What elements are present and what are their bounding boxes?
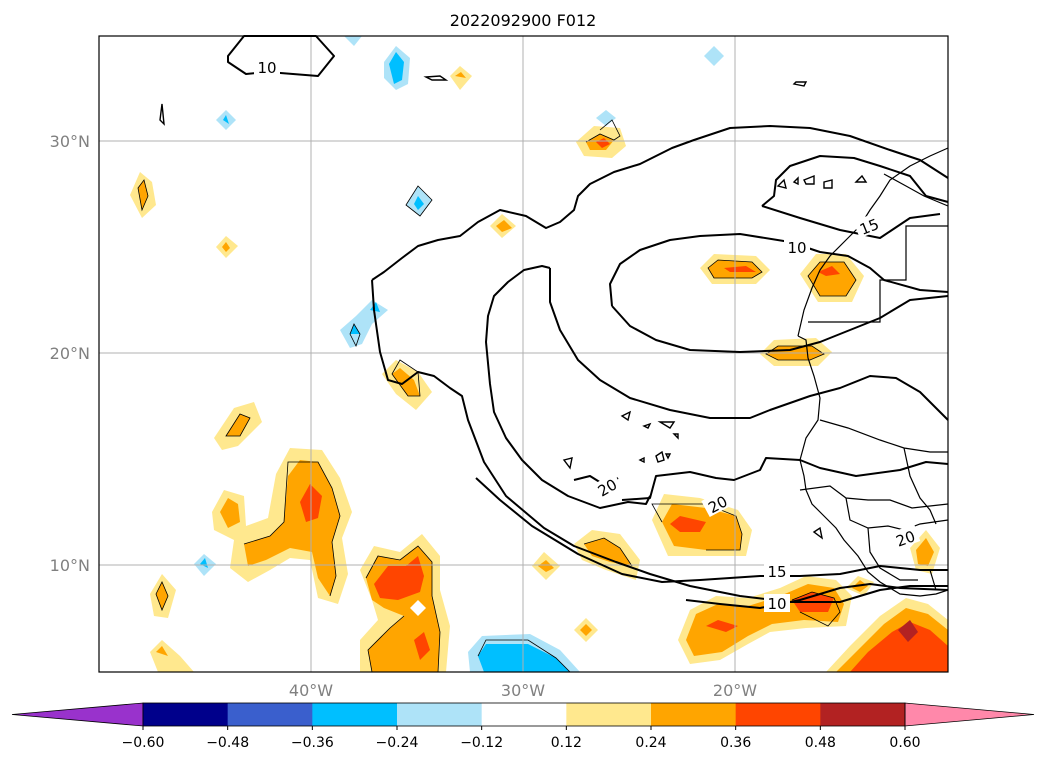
colorbar-extend-min (11, 702, 144, 727)
contour-label: 15 (857, 215, 881, 239)
colorbar-segment (143, 703, 229, 726)
lat-label: 30°N (50, 132, 90, 151)
map-panel: 10 15 20 20 20 15 10 10 (98, 35, 949, 673)
colorbar-segment (227, 703, 313, 726)
colorbar-tick-label: 0.12 (551, 735, 582, 751)
colorbar-segment (651, 703, 737, 726)
colorbar-tick-label: −0.36 (291, 735, 334, 751)
grid-lines (99, 36, 948, 672)
contour-label: 10 (257, 59, 276, 77)
shaded-anomaly-areas (130, 36, 948, 672)
map-frame (98, 35, 949, 673)
contour-label: 20 (894, 527, 918, 550)
lon-label: 30°W (501, 681, 545, 700)
colorbar-tick-label: 0.24 (635, 735, 666, 751)
colorbar-tick-label: 0.60 (889, 735, 920, 751)
colorbar: −0.60 −0.48 −0.36 −0.24 −0.12 0.12 0.24 0.36 0.4… (11, 702, 1035, 751)
colorbar-tick-label: −0.60 (122, 735, 165, 751)
colorbar-segment (820, 703, 906, 726)
contour-label: 15 (767, 563, 786, 581)
lon-label: 20°W (713, 681, 757, 700)
colorbar-tick-label: −0.48 (206, 735, 249, 751)
contour-label: 10 (787, 239, 806, 257)
latitude-labels: 30°N 20°N 10°N (50, 132, 90, 575)
map-title: 2022092900 F012 (450, 11, 597, 30)
contour-label: 10 (767, 595, 786, 613)
colorbar-tick-label: 0.48 (805, 735, 836, 751)
colorbar-tick-label: −0.12 (460, 735, 503, 751)
islands (159, 75, 868, 540)
lat-label: 10°N (50, 556, 90, 575)
longitude-labels: 40°W 30°W 20°W (289, 681, 757, 700)
lon-label: 40°W (289, 681, 333, 700)
colorbar-extend-max (904, 702, 1035, 727)
colorbar-segment (312, 703, 398, 726)
shade-outlines (137, 119, 857, 673)
colorbar-segment (481, 703, 567, 726)
colorbar-frame (142, 702, 906, 727)
lat-label: 20°N (50, 344, 90, 363)
colorbar-segment (397, 703, 483, 726)
colorbar-tick-label: 0.36 (720, 735, 751, 751)
contour-lines (227, 35, 949, 609)
colorbar-tick-label: −0.24 (376, 735, 419, 751)
colorbar-segment (735, 703, 821, 726)
colorbar-segment (566, 703, 652, 726)
